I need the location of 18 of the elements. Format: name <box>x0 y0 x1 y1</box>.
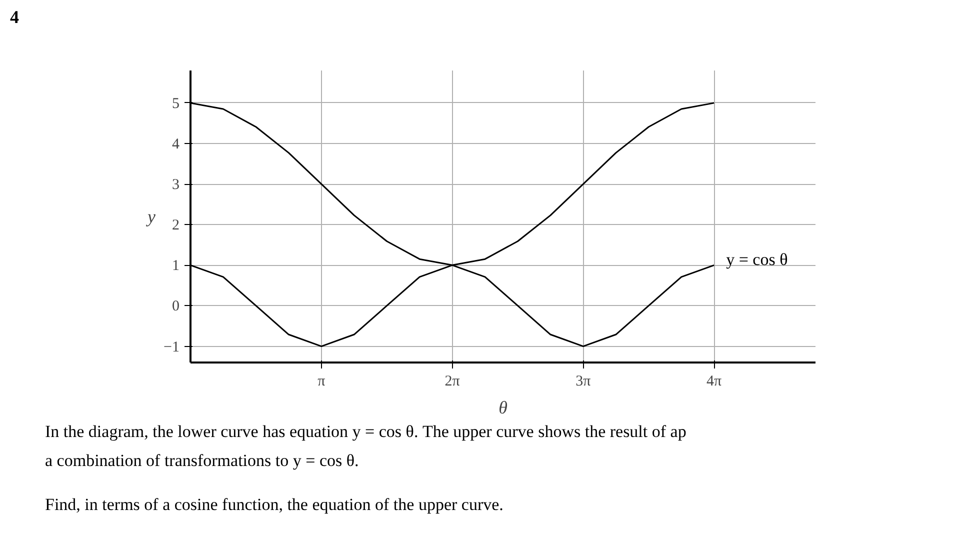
y-tick-label: 5 <box>172 96 180 112</box>
x-axis-title: θ <box>498 398 508 418</box>
text: Find, in terms of a cosine function, the equation of the upper curve. <box>45 494 504 516</box>
x-tick-label: 4π <box>706 374 722 390</box>
y-tick-label: 0 <box>172 298 180 315</box>
x-tick-label: 2π <box>444 374 460 390</box>
y-tick-label: 4 <box>172 136 180 152</box>
y-tick-label: 1 <box>172 258 180 274</box>
y-tick-label: 3 <box>172 177 180 194</box>
y-axis-title: y <box>146 206 156 226</box>
y-tick-label: −1 <box>164 339 180 356</box>
text: In the diagram, the lower curve has equation y = cos θ. The upper curve shows the result of ap <box>45 421 686 443</box>
x-tick-label: 3π <box>576 374 592 390</box>
series-label: y = cos θ <box>726 250 788 270</box>
text: 4 <box>10 6 19 29</box>
y-tick-label: 2 <box>172 218 180 234</box>
text: a combination of transformations to y = cos θ. <box>45 450 359 472</box>
x-tick-label: π <box>318 374 326 390</box>
